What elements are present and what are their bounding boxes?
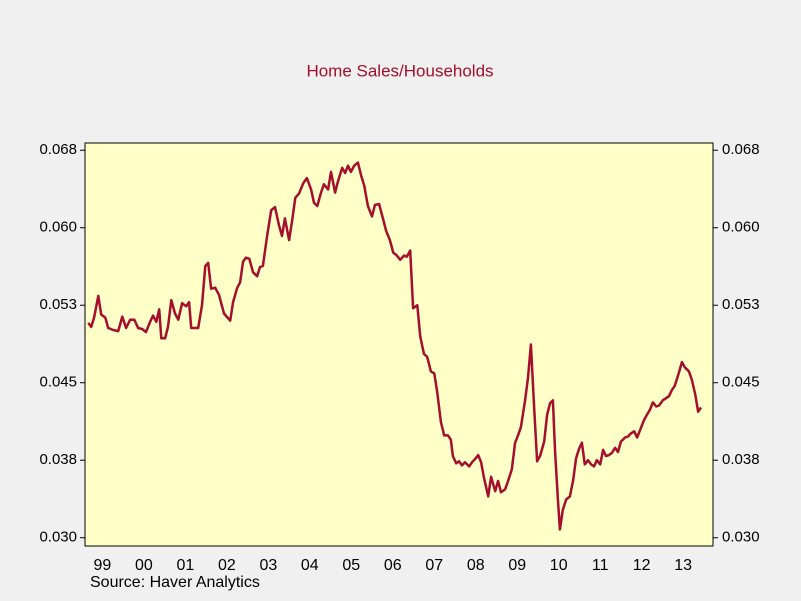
y2-tick-label: 0.060 (722, 219, 760, 236)
x-tick-label: 02 (218, 557, 236, 574)
x-tick-label: 99 (94, 557, 112, 574)
y-tick-label: 0.030 (39, 529, 77, 546)
y-tick-label: 0.038 (39, 451, 77, 468)
x-tick-label: 09 (508, 557, 526, 574)
y-tick-label: 0.060 (39, 219, 77, 236)
x-tick-label: 01 (176, 557, 194, 574)
plot-area (84, 142, 714, 547)
x-tick-label: 04 (301, 557, 319, 574)
x-tick-label: 05 (342, 557, 360, 574)
y-tick-label: 0.053 (39, 296, 77, 313)
y2-tick-label: 0.038 (722, 451, 760, 468)
x-tick-label: 12 (633, 557, 651, 574)
x-tick-label: 06 (384, 557, 402, 574)
x-tick-label: 10 (550, 557, 568, 574)
y-tick-label: 0.068 (39, 141, 77, 158)
y2-tick-label: 0.045 (722, 374, 760, 391)
x-tick-label: 11 (592, 557, 609, 574)
x-tick-label: 00 (135, 557, 153, 574)
chart-title: Home Sales/Households (306, 61, 493, 80)
y2-tick-label: 0.030 (722, 529, 760, 546)
y2-tick-label: 0.053 (722, 296, 760, 313)
y2-tick-label: 0.068 (722, 141, 760, 158)
source-note: Source: Haver Analytics (90, 574, 260, 591)
x-tick-label: 13 (674, 557, 692, 574)
data-line (87, 161, 703, 531)
x-tick-label: 07 (425, 557, 443, 574)
y-tick-label: 0.045 (39, 374, 77, 391)
x-tick-label: 03 (259, 557, 277, 574)
x-tick-label: 08 (467, 557, 485, 574)
